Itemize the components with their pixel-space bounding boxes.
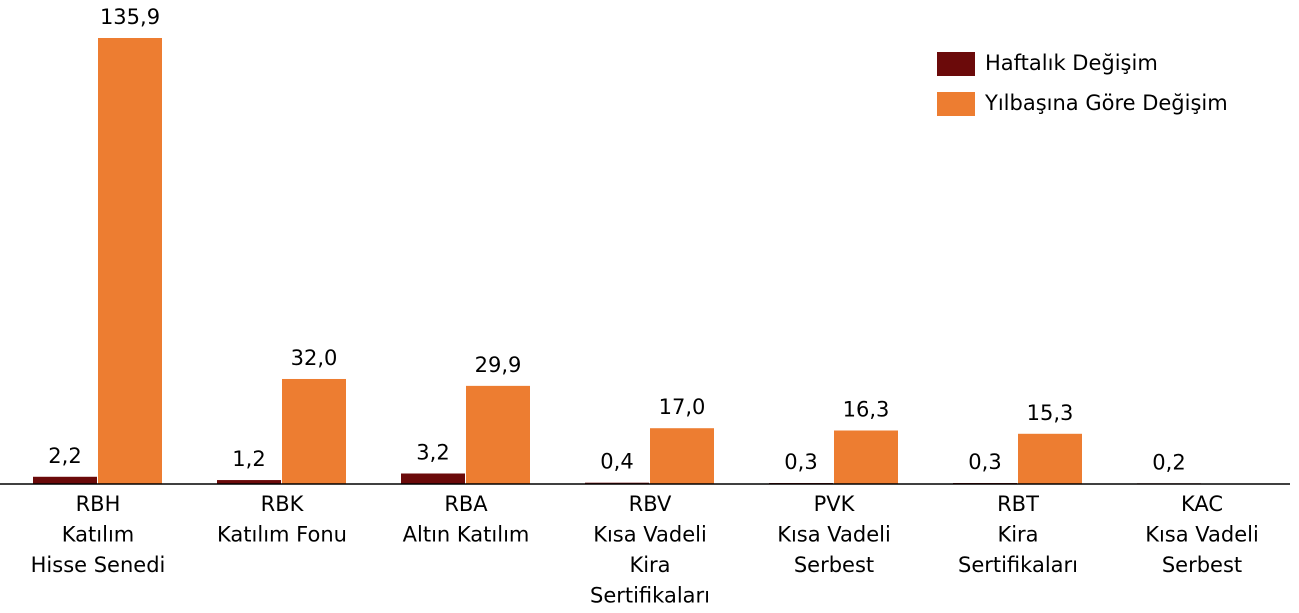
x-tick-label: Hisse Senedi [31, 553, 166, 577]
value-label: 32,0 [291, 346, 338, 370]
bar [33, 476, 97, 484]
x-tick-label: RBA [444, 492, 488, 516]
bar [834, 430, 898, 484]
x-tick-label: Sertifikaları [590, 584, 710, 608]
x-tick-label: Sertifikaları [958, 553, 1078, 577]
bar [1018, 433, 1082, 484]
value-label: 2,2 [48, 444, 81, 468]
legend-swatch [937, 92, 975, 116]
x-tick-label: Kira [997, 523, 1038, 547]
x-tick-label: Serbest [1162, 553, 1242, 577]
x-tick-label: RBK [261, 492, 305, 516]
value-label: 0,3 [784, 450, 817, 474]
value-label: 0,2 [1152, 450, 1185, 474]
bar [401, 473, 465, 484]
legend-label: Haftalık Değişim [985, 51, 1158, 75]
x-tick-label: Serbest [794, 553, 874, 577]
x-tick-label: Katılım Fonu [217, 523, 347, 547]
value-label: 16,3 [843, 398, 890, 422]
value-label: 17,0 [659, 395, 706, 419]
value-label: 1,2 [232, 447, 265, 471]
bar [217, 480, 281, 484]
x-tick-label: Kira [629, 553, 670, 577]
value-label: 15,3 [1027, 401, 1074, 425]
x-tick-label: RBH [76, 492, 121, 516]
bar [650, 428, 714, 484]
value-label: 0,3 [968, 450, 1001, 474]
x-tick-label: PVK [814, 492, 856, 516]
bar [466, 385, 530, 484]
x-tick-label: KAC [1181, 492, 1223, 516]
value-label: 0,4 [600, 450, 633, 474]
value-label: 135,9 [100, 5, 160, 29]
legend-label: Yılbaşına Göre Değişim [984, 91, 1228, 115]
x-tick-label: Kısa Vadeli [1145, 523, 1259, 547]
value-label: 3,2 [416, 440, 449, 464]
bar [282, 378, 346, 484]
x-tick-label: Kısa Vadeli [777, 523, 891, 547]
x-tick-label: Katılım [62, 523, 134, 547]
legend-swatch [937, 52, 975, 76]
x-tick-label: Kısa Vadeli [593, 523, 707, 547]
value-label: 29,9 [475, 353, 522, 377]
bar [98, 38, 162, 484]
x-tick-label: RBT [997, 492, 1039, 516]
x-tick-label: RBV [629, 492, 672, 516]
x-tick-label: Altın Katılım [403, 523, 530, 547]
